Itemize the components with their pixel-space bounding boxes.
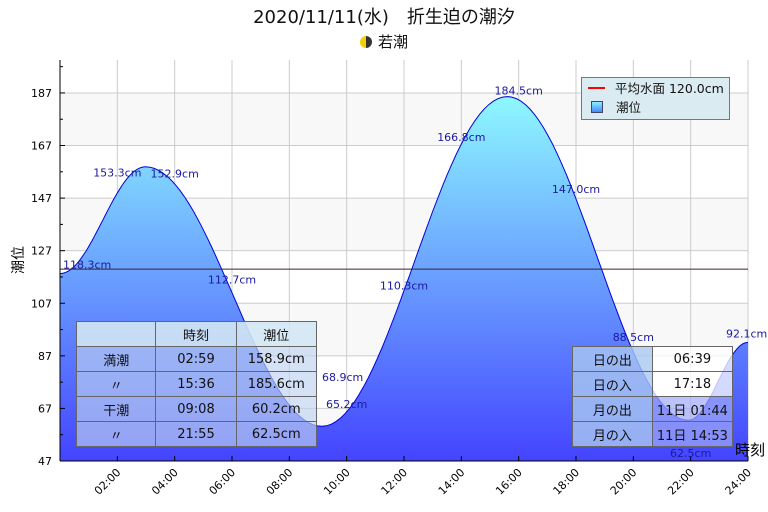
data-label: 112.7cm xyxy=(208,273,256,286)
sun-moon-table: 日の出 06:39 日の入 17:18 月の出 11日 01:44 月の入 11日 14… xyxy=(572,346,734,447)
y-axis-label: 潮位 xyxy=(11,246,27,274)
cell: 日の出 xyxy=(572,346,653,372)
legend-label: 潮位 xyxy=(616,100,642,115)
data-label: 118.3cm xyxy=(63,259,111,272)
cell: 11日 14:53 xyxy=(651,421,734,447)
x-tick-label: 04:00 xyxy=(149,466,181,498)
y-tick-label: 107 xyxy=(31,297,52,310)
y-tick-label: 47 xyxy=(38,455,52,468)
cell: 02:59 xyxy=(155,346,237,372)
table-row: 干潮 09:08 60.2cm xyxy=(75,396,317,422)
y-tick-label: 67 xyxy=(38,402,52,415)
y-tick-label: 147 xyxy=(31,192,52,205)
cell: 17:18 xyxy=(651,371,734,397)
cell: 185.6cm xyxy=(235,371,317,397)
header-cell: 潮位 xyxy=(235,321,317,347)
x-tick-label: 16:00 xyxy=(493,466,525,498)
data-label: 88.5cm xyxy=(613,331,654,344)
cell: 09:08 xyxy=(155,396,237,422)
cell: 62.5cm xyxy=(235,421,317,447)
data-label: 65.2cm xyxy=(326,398,367,411)
cell: 158.9cm xyxy=(235,346,317,372)
cell: 〃 xyxy=(75,421,157,447)
cell: 06:39 xyxy=(651,346,734,372)
x-tick-label: 24:00 xyxy=(723,466,755,498)
y-tick-label: 167 xyxy=(31,140,52,153)
tide-table: 時刻 潮位 満潮 02:59 158.9cm 〃 15:36 185.6cm 干潮 09:… xyxy=(75,321,317,447)
cell: 日の入 xyxy=(572,371,653,397)
x-tick-label: 02:00 xyxy=(92,466,124,498)
legend-item-tide: 潮位 xyxy=(588,99,641,117)
cell: 21:55 xyxy=(155,421,237,447)
x-tick-label: 08:00 xyxy=(264,466,296,498)
red-line-swatch xyxy=(588,87,605,89)
x-tick-label: 22:00 xyxy=(665,466,697,498)
y-tick-label: 127 xyxy=(31,245,52,258)
x-tick-label: 06:00 xyxy=(207,466,239,498)
table-row: 〃 21:55 62.5cm xyxy=(75,421,317,447)
table-header: 時刻 潮位 xyxy=(75,321,317,347)
x-axis-label: 時刻 xyxy=(735,441,766,459)
tide-type: 若潮 xyxy=(0,31,768,52)
header-cell: 時刻 xyxy=(155,321,237,347)
data-label: 92.1cm xyxy=(726,327,767,340)
first-quarter-moon-icon xyxy=(359,36,372,48)
chart-title: 2020/11/11(水) 折生迫の潮汐 xyxy=(253,7,515,28)
table-row: 〃 15:36 185.6cm xyxy=(75,371,317,397)
x-tick-label: 14:00 xyxy=(436,466,468,498)
cell: 満潮 xyxy=(75,346,157,372)
x-tick-label: 12:00 xyxy=(379,466,411,498)
x-tick-label: 20:00 xyxy=(608,466,640,498)
data-label: 110.3cm xyxy=(380,280,428,293)
table-row: 日の入 17:18 xyxy=(572,371,734,397)
data-label: 153.3cm xyxy=(93,167,141,180)
data-label: 147.0cm xyxy=(552,183,600,196)
legend: 平均水面 120.0cm 潮位 xyxy=(581,77,730,120)
table-row: 月の入 11日 14:53 xyxy=(572,421,734,447)
cell: 60.2cm xyxy=(235,396,317,422)
data-label: 152.9cm xyxy=(151,168,199,181)
header-cell xyxy=(75,321,157,347)
cell: 15:36 xyxy=(155,371,237,397)
cell: 〃 xyxy=(75,371,157,397)
tide-type-label: 若潮 xyxy=(377,33,408,51)
cell: 月の入 xyxy=(572,421,653,447)
legend-item-mean: 平均水面 120.0cm xyxy=(588,80,724,98)
blue-swatch xyxy=(591,101,603,113)
table-row: 日の出 06:39 xyxy=(572,346,734,372)
cell: 11日 01:44 xyxy=(651,396,734,422)
x-tick-label: 18:00 xyxy=(551,466,583,498)
legend-label: 平均水面 120.0cm xyxy=(615,81,724,96)
x-tick-label: 10:00 xyxy=(321,466,353,498)
data-label: 62.5cm xyxy=(670,447,711,460)
cell: 月の出 xyxy=(572,396,653,422)
y-tick-label: 87 xyxy=(38,350,52,363)
cell: 干潮 xyxy=(75,396,157,422)
y-tick-label: 187 xyxy=(31,87,52,100)
data-label: 184.5cm xyxy=(495,85,543,98)
data-label: 68.9cm xyxy=(322,371,363,384)
table-row: 月の出 11日 01:44 xyxy=(572,396,734,422)
data-label: 166.8cm xyxy=(437,131,485,144)
table-row: 満潮 02:59 158.9cm xyxy=(75,346,317,372)
